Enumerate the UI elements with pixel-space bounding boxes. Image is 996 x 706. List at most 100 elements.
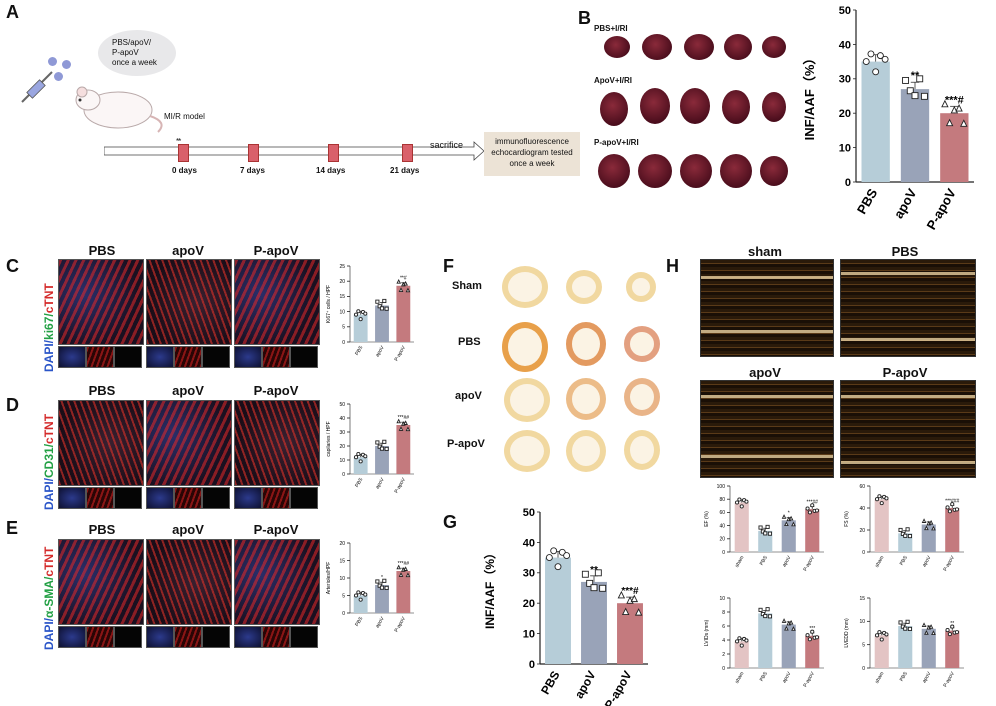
y-tick-label: 5 <box>862 642 865 648</box>
chart-infarct-g: 0 10 20 30 40 50 INF/AAF（%） PBS ** apoV ***# P-apoV <box>482 507 648 706</box>
heart-slice <box>600 92 628 126</box>
bubble-line-3: once a week <box>112 58 157 67</box>
col-title-apov: apoV <box>172 522 204 537</box>
treatment-bubble <box>98 30 176 76</box>
channel-thumb <box>86 487 114 509</box>
data-point <box>363 311 368 316</box>
micrograph <box>58 539 144 625</box>
significance-label: ***## <box>398 415 410 421</box>
data-point <box>879 637 884 642</box>
significance-label: *** <box>809 626 815 632</box>
col-title-papov: P-apoV <box>253 522 299 537</box>
bar <box>375 305 389 342</box>
y-tick-label: 20 <box>339 444 345 450</box>
y-axis-label: EF (%) <box>704 511 710 527</box>
bar <box>758 613 773 668</box>
bar <box>805 509 820 552</box>
data-point <box>396 564 402 570</box>
stain-label-d: DAPI/CD31/cTNT <box>42 413 56 510</box>
data-point <box>358 597 363 602</box>
echo-title-papov: P-apoV <box>882 365 928 380</box>
data-point <box>898 620 903 625</box>
data-point <box>791 521 796 527</box>
data-point <box>950 502 955 507</box>
data-point <box>877 494 882 499</box>
bar <box>945 630 960 668</box>
category-label: apoV <box>572 669 599 701</box>
y-tick-label: 40 <box>339 416 345 422</box>
day-7-label: 7 days <box>240 166 265 175</box>
data-point <box>375 579 380 584</box>
data-point <box>581 570 589 578</box>
data-point <box>781 514 787 519</box>
panel-b-hearts: PBS+I/RI ApoV+I/RI P-apoV+I/RI <box>590 10 800 200</box>
heart-slice <box>762 92 786 122</box>
data-point <box>379 446 385 451</box>
panel-label-e: E <box>6 518 19 538</box>
data-point <box>735 500 740 505</box>
data-point <box>398 426 404 431</box>
y-tick-label: 6 <box>722 624 725 630</box>
data-point <box>382 298 387 304</box>
data-point <box>805 633 810 638</box>
data-point <box>403 566 408 571</box>
echo-image <box>840 259 976 357</box>
category-label: PBS <box>759 554 770 566</box>
data-point <box>905 527 910 532</box>
col-title-pbs: PBS <box>88 243 116 258</box>
heart-slice <box>724 34 752 60</box>
y-tick-label: 20 <box>339 541 345 547</box>
y-axis-label: INF/AAF（%） <box>802 52 817 141</box>
data-point <box>379 306 385 311</box>
endpoint-line-3: once a week <box>509 159 555 168</box>
y-tick-label: 10 <box>859 619 865 625</box>
category-label: PBS <box>538 669 562 697</box>
data-point <box>630 594 639 603</box>
data-point <box>356 452 361 457</box>
bar <box>874 635 889 668</box>
channel-thumb <box>290 487 318 509</box>
y-tick-label: 50 <box>839 5 851 17</box>
row-label-pbs: PBS <box>458 336 481 348</box>
data-point <box>545 554 553 562</box>
data-point <box>788 619 794 625</box>
timepoint-marker <box>328 144 339 162</box>
data-point <box>805 506 810 511</box>
heart-section <box>566 322 606 366</box>
category-label: P-apoV <box>942 554 956 572</box>
y-tick-label: 0 <box>342 611 345 617</box>
significance-label: ***## <box>398 561 410 567</box>
heart-slice <box>604 36 630 58</box>
heart-section <box>504 378 550 422</box>
heart-slice <box>638 154 672 188</box>
micrograph <box>58 400 144 486</box>
category-label: apoV <box>921 670 932 684</box>
bar <box>353 314 368 342</box>
data-point <box>907 626 912 631</box>
data-point <box>924 525 929 531</box>
channel-thumb <box>202 346 230 368</box>
data-point <box>876 52 884 60</box>
y-tick-label: 40 <box>839 39 851 51</box>
significance-label: ** <box>950 621 954 627</box>
heart-section <box>566 378 606 420</box>
y-tick-label: 20 <box>339 279 345 285</box>
data-point <box>739 643 744 648</box>
data-point <box>788 515 794 521</box>
data-point <box>363 454 368 459</box>
y-axis-label: Ki67⁺ cells / HPF <box>326 285 332 323</box>
heart-slice <box>640 88 670 124</box>
bar <box>396 425 411 474</box>
vesicle-icon <box>48 57 57 66</box>
bar <box>375 585 389 613</box>
col-title-pbs: PBS <box>88 522 116 537</box>
y-tick-label: 10 <box>523 628 535 640</box>
data-point <box>875 497 880 502</box>
data-point <box>377 304 382 309</box>
bar <box>921 628 936 668</box>
panel-label-a: A <box>6 2 19 22</box>
y-tick-label: 100 <box>717 484 726 490</box>
bar <box>945 508 960 552</box>
heart-slice <box>760 156 788 186</box>
bar <box>898 626 913 668</box>
